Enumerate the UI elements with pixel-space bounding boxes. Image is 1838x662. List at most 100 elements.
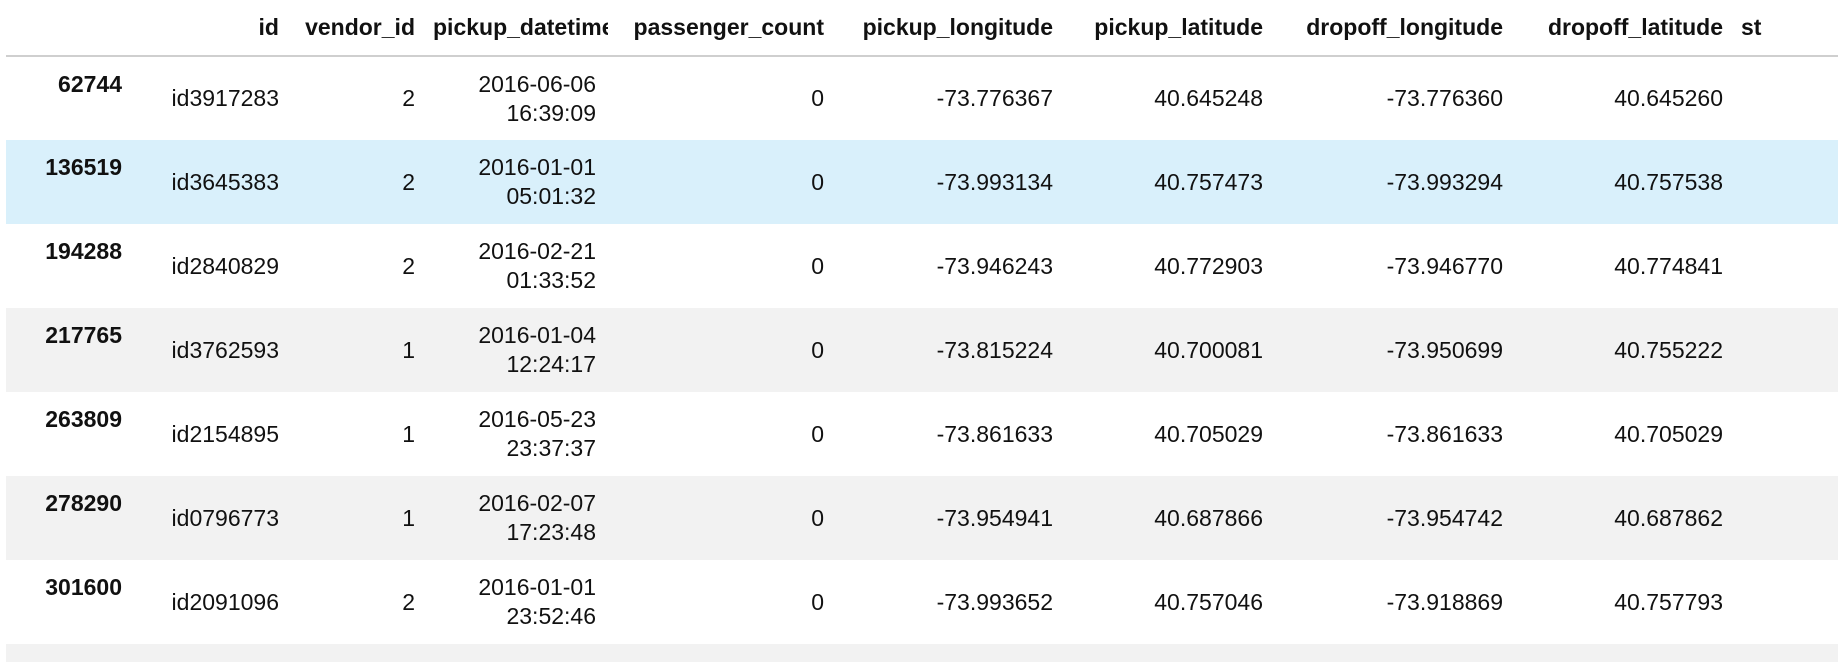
- cell-truncated: [1735, 56, 1838, 140]
- column-header-id: id: [134, 0, 291, 57]
- cell-pickup-datetime: 2016-01-01 23:52:46: [427, 560, 608, 644]
- cell-dropoff-longitude: -73.950699: [1386, 336, 1503, 363]
- row-index: 301600: [45, 574, 122, 600]
- cell-passenger-count: 0: [811, 85, 824, 111]
- cell-id: id3917283: [171, 85, 279, 111]
- cell-passenger-count: 0: [811, 504, 824, 531]
- cell-pickup-latitude: 40.705029: [1154, 420, 1263, 447]
- pickup-time: 01:33:52: [506, 267, 596, 293]
- cell-passenger-count: 0: [811, 336, 824, 363]
- cell-dropoff-longitude: -73.918869: [1386, 588, 1503, 615]
- cell-pickup-longitude: -73.946243: [936, 252, 1053, 279]
- cell-pickup-datetime: [427, 644, 608, 662]
- cell-passenger-count: 0: [811, 420, 824, 447]
- cell-truncated: [1735, 560, 1838, 644]
- cell-id: id3645383: [171, 168, 279, 195]
- pickup-date: 2016-02-07: [478, 490, 596, 516]
- cell-truncated: [1735, 476, 1838, 560]
- cell-vendor-id: 1: [402, 336, 415, 363]
- pickup-time: 23:52:46: [506, 603, 596, 629]
- cell-dropoff-longitude: -73.861633: [1386, 420, 1503, 447]
- column-header-pickup-datetime: pickup_datetime: [427, 0, 608, 57]
- cell-pickup-latitude: 40.687866: [1154, 504, 1263, 531]
- cell-id: id0796773: [171, 504, 279, 531]
- column-header-vendor-id: vendor_id: [291, 0, 427, 57]
- cell-truncated: [1735, 224, 1838, 308]
- cell-dropoff-latitude: 40.757538: [1614, 168, 1723, 195]
- column-header-pickup-latitude: pickup_latitude: [1065, 0, 1275, 57]
- cell-id: [134, 644, 291, 662]
- cell-pickup-latitude: 40.772903: [1154, 252, 1263, 279]
- pickup-time: 17:23:48: [506, 519, 596, 545]
- cell-pickup-longitude: -73.776367: [936, 85, 1053, 111]
- cell-truncated: [1735, 392, 1838, 476]
- cell-pickup-datetime: 2016-06-06 16:39:09: [427, 56, 608, 140]
- dataframe-output: id vendor_id pickup_datetime passenger_c…: [6, 0, 1838, 662]
- cell-id: id2154895: [171, 420, 279, 447]
- table-row: 278290 id0796773 1 2016-02-07 17:23:48 0 …: [6, 476, 1838, 560]
- cell-vendor-id: 2: [402, 588, 415, 615]
- cell-dropoff-latitude: 40.645260: [1614, 85, 1723, 111]
- cell-pickup-datetime: 2016-02-21 01:33:52: [427, 224, 608, 308]
- cell-truncated: [1735, 308, 1838, 392]
- column-header-truncated: st: [1735, 0, 1838, 57]
- column-header-dropoff-longitude: dropoff_longitude: [1275, 0, 1515, 57]
- row-index: 194288: [45, 238, 122, 264]
- cell-passenger-count: 0: [811, 252, 824, 279]
- cell-truncated: [1735, 644, 1838, 662]
- cell-pickup-longitude: -73.861633: [936, 420, 1053, 447]
- pickup-time: 12:24:17: [506, 351, 596, 377]
- column-header-pickup-longitude: pickup_longitude: [836, 0, 1065, 57]
- pickup-date: 2016-06-06: [478, 70, 596, 97]
- cell-pickup-latitude: 40.757473: [1154, 168, 1263, 195]
- cell-id: id2091096: [171, 588, 279, 615]
- cell-dropoff-longitude: -73.954742: [1386, 504, 1503, 531]
- pickup-time: 05:01:32: [506, 183, 596, 209]
- dataframe-table: id vendor_id pickup_datetime passenger_c…: [6, 0, 1838, 662]
- cell-vendor-id: [291, 644, 427, 662]
- row-index: 278290: [45, 490, 122, 516]
- table-row: 217765 id3762593 1 2016-01-04 12:24:17 0 …: [6, 308, 1838, 392]
- cell-vendor-id: 1: [402, 420, 415, 447]
- row-index: 217765: [45, 322, 122, 348]
- cell-dropoff-latitude: [1515, 644, 1735, 662]
- cell-dropoff-latitude: 40.755222: [1614, 336, 1723, 363]
- column-header-dropoff-latitude: dropoff_latitude: [1515, 0, 1735, 57]
- row-index: [6, 644, 134, 662]
- table-row: 263809 id2154895 1 2016-05-23 23:37:37 0 …: [6, 392, 1838, 476]
- pickup-date: 2016-01-01: [478, 154, 596, 180]
- cell-dropoff-longitude: -73.946770: [1386, 252, 1503, 279]
- cell-passenger-count: [608, 644, 836, 662]
- cell-pickup-longitude: -73.993134: [936, 168, 1053, 195]
- table-row-partial: [6, 644, 1838, 662]
- row-index: 62744: [58, 71, 122, 97]
- pickup-date: 2016-01-01: [478, 574, 596, 600]
- cell-passenger-count: 0: [811, 168, 824, 195]
- cell-pickup-latitude: [1065, 644, 1275, 662]
- table-row: 301600 id2091096 2 2016-01-01 23:52:46 0 …: [6, 560, 1838, 644]
- cell-pickup-longitude: -73.993652: [936, 588, 1053, 615]
- cell-pickup-latitude: 40.700081: [1154, 336, 1263, 363]
- cell-id: id2840829: [171, 252, 279, 279]
- cell-pickup-longitude: -73.954941: [936, 504, 1053, 531]
- column-header-index: [6, 0, 134, 57]
- table-row: 136519 id3645383 2 2016-01-01 05:01:32 0 …: [6, 140, 1838, 224]
- row-index: 263809: [45, 406, 122, 432]
- cell-dropoff-longitude: -73.993294: [1386, 168, 1503, 195]
- cell-pickup-longitude: [836, 644, 1065, 662]
- cell-passenger-count: 0: [811, 588, 824, 615]
- table-row: 62744 id3917283 2 2016-06-06 16:39:09 0 -…: [6, 56, 1838, 140]
- cell-pickup-longitude: -73.815224: [936, 336, 1053, 363]
- column-header-passenger-count: passenger_count: [608, 0, 836, 57]
- cell-dropoff-latitude: 40.705029: [1614, 420, 1723, 447]
- cell-pickup-latitude: 40.757046: [1154, 588, 1263, 615]
- cell-id: id3762593: [171, 336, 279, 363]
- cell-pickup-datetime: 2016-05-23 23:37:37: [427, 392, 608, 476]
- cell-dropoff-latitude: 40.757793: [1614, 588, 1723, 615]
- cell-vendor-id: 1: [402, 504, 415, 531]
- cell-pickup-datetime: 2016-01-04 12:24:17: [427, 308, 608, 392]
- pickup-date: 2016-02-21: [478, 238, 596, 264]
- pickup-date: 2016-05-23: [478, 406, 596, 432]
- cell-dropoff-longitude: [1275, 644, 1515, 662]
- header-row: id vendor_id pickup_datetime passenger_c…: [6, 0, 1838, 57]
